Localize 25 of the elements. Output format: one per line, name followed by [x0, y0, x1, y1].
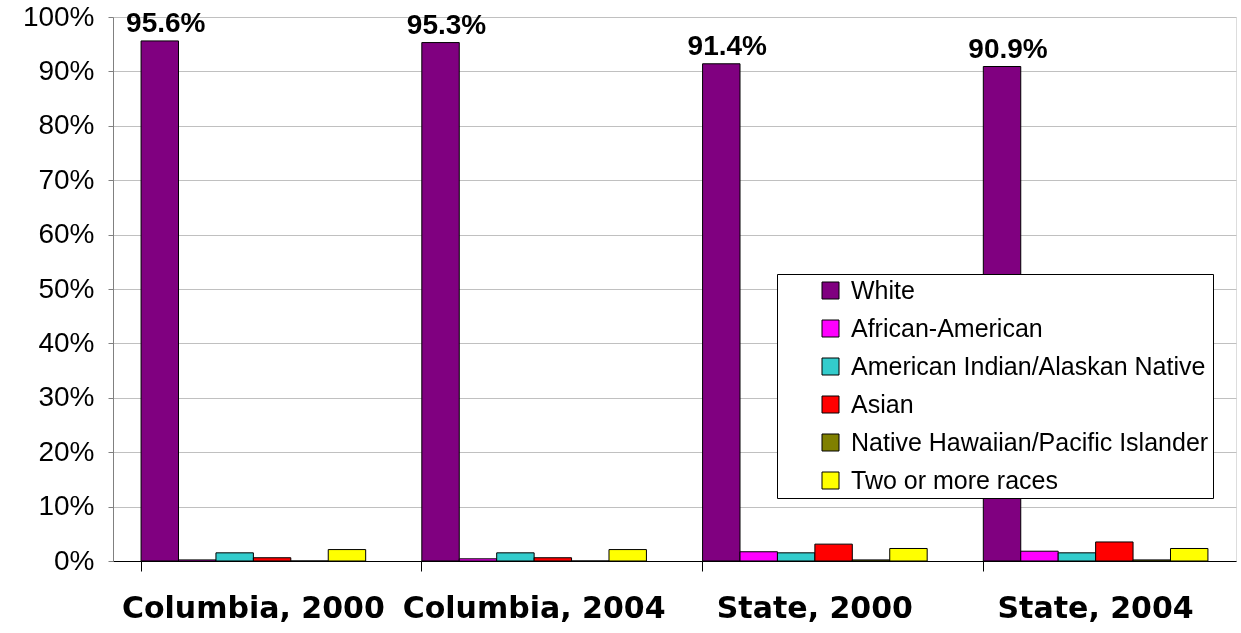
legend-label: American Indian/Alaskan Native: [851, 351, 1206, 380]
y-tick-label: 40%: [38, 326, 95, 358]
legend-label: African-American: [851, 313, 1043, 342]
data-label: 91.4%: [687, 29, 768, 61]
legend-label: Two or more races: [851, 465, 1059, 494]
x-tick-label: State, 2000: [716, 589, 913, 625]
legend-label: Asian: [851, 389, 914, 418]
y-tick-label: 80%: [38, 109, 95, 141]
x-tick-label: Columbia, 2004: [402, 589, 666, 625]
legend-label: Native Hawaiian/Pacific Islander: [851, 427, 1209, 456]
data-label: 95.6%: [126, 6, 206, 38]
legend-label: White: [851, 275, 915, 304]
data-label: 90.9%: [968, 32, 1048, 64]
y-tick-label: 100%: [22, 0, 95, 32]
x-tick-label: State, 2004: [997, 589, 1194, 625]
y-tick-label: 50%: [38, 272, 95, 304]
data-label: 95.3%: [406, 8, 487, 40]
y-tick-label: 60%: [38, 218, 95, 250]
y-tick-label: 0%: [54, 544, 95, 576]
y-tick-label: 10%: [38, 490, 95, 522]
y-tick-label: 70%: [38, 163, 95, 195]
y-tick-label: 90%: [38, 54, 95, 86]
y-tick-label: 20%: [38, 435, 95, 467]
x-tick-label: Columbia, 2000: [121, 589, 385, 625]
y-tick-label: 30%: [38, 381, 95, 413]
